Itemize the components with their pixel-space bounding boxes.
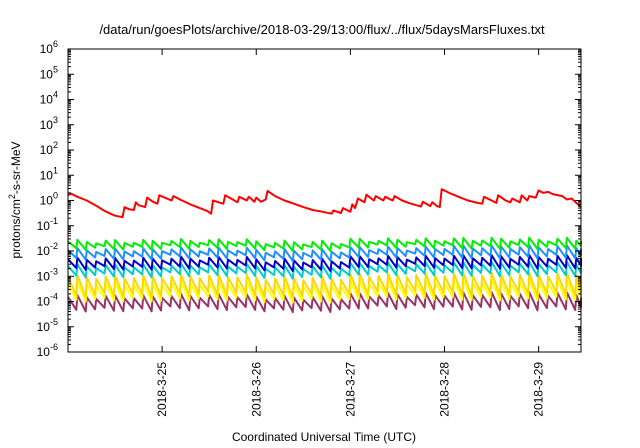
- y-tick-exponent: -2: [50, 241, 58, 251]
- series-line-1: [67, 188, 582, 219]
- y-tick-exponent: 2: [53, 140, 58, 150]
- x-tick-label: 2018-3-28: [438, 362, 452, 417]
- y-axis: 10-610-510-410-310-210-11001011021031041…: [37, 39, 581, 359]
- y-tick-exponent: 5: [53, 64, 58, 74]
- y-tick-exponent: 6: [53, 39, 58, 49]
- y-tick-exponent: -4: [50, 292, 58, 302]
- y-axis-label: protons/cm2-s-sr-MeV: [7, 141, 23, 258]
- y-tick-base: 10: [40, 93, 54, 107]
- y-tick-base: 10: [37, 345, 51, 359]
- y-tick-base: 10: [40, 118, 54, 132]
- y-tick-exponent: 3: [53, 115, 58, 125]
- series-line-3: [67, 244, 582, 262]
- y-tick-exponent: -6: [50, 342, 58, 352]
- x-tick-label: 2018-3-27: [343, 362, 357, 417]
- y-tick-base: 10: [37, 320, 51, 334]
- y-tick-base: 10: [37, 244, 51, 258]
- series-line-2: [67, 236, 582, 252]
- y-tick-label: 100: [40, 191, 58, 208]
- y-tick-label: 102: [40, 140, 58, 157]
- x-axis-label: Coordinated Universal Time (UTC): [232, 430, 416, 444]
- y-tick-exponent: -1: [50, 216, 58, 226]
- y-tick-label: 10-5: [37, 317, 58, 334]
- y-tick-label: 103: [40, 115, 58, 132]
- y-tick-base: 10: [40, 194, 54, 208]
- y-tick-label: 10-2: [37, 241, 58, 258]
- x-tick-label: 2018-3-26: [249, 362, 263, 417]
- y-tick-label: 10-6: [37, 342, 58, 359]
- y-tick-label: 105: [40, 64, 58, 81]
- y-tick-exponent: -3: [50, 266, 58, 276]
- chart-title: /data/run/goesPlots/archive/2018-03-29/1…: [99, 22, 545, 37]
- y-tick-base: 10: [40, 143, 54, 157]
- y-tick-base: 10: [37, 295, 51, 309]
- series-line-5: [67, 260, 582, 280]
- y-tick-label: 101: [40, 165, 58, 182]
- y-tick-label: 10-1: [37, 216, 58, 233]
- y-tick-label: 10-3: [37, 266, 58, 283]
- x-axis: 2018-3-25 2018-3-26 2018-3-27 2018-3-28 2018…: [155, 49, 546, 417]
- y-tick-exponent: 1: [53, 165, 58, 175]
- x-tick-label: 2018-3-25: [155, 362, 169, 417]
- y-tick-base: 10: [37, 219, 51, 233]
- x-tick-label: 2018-3-29: [532, 362, 546, 417]
- y-tick-base: 10: [40, 168, 54, 182]
- y-axis-label-post: -s-sr-MeV: [9, 141, 23, 194]
- y-tick-exponent: 0: [53, 191, 58, 201]
- y-tick-label: 106: [40, 39, 58, 56]
- y-tick-label: 10-4: [37, 292, 58, 309]
- y-axis-label-pre: protons/cm: [9, 199, 23, 258]
- y-tick-exponent: 4: [53, 90, 58, 100]
- y-tick-exponent: -5: [50, 317, 58, 327]
- series-line-6: [67, 271, 582, 299]
- y-tick-base: 10: [40, 42, 54, 56]
- y-axis-label-sup: 2: [7, 194, 17, 199]
- series-line-4: [67, 253, 582, 273]
- y-tick-base: 10: [40, 67, 54, 81]
- y-tick-label: 104: [40, 90, 58, 107]
- series-layer: [67, 188, 582, 314]
- y-tick-base: 10: [37, 269, 51, 283]
- series-line-8: [67, 290, 582, 314]
